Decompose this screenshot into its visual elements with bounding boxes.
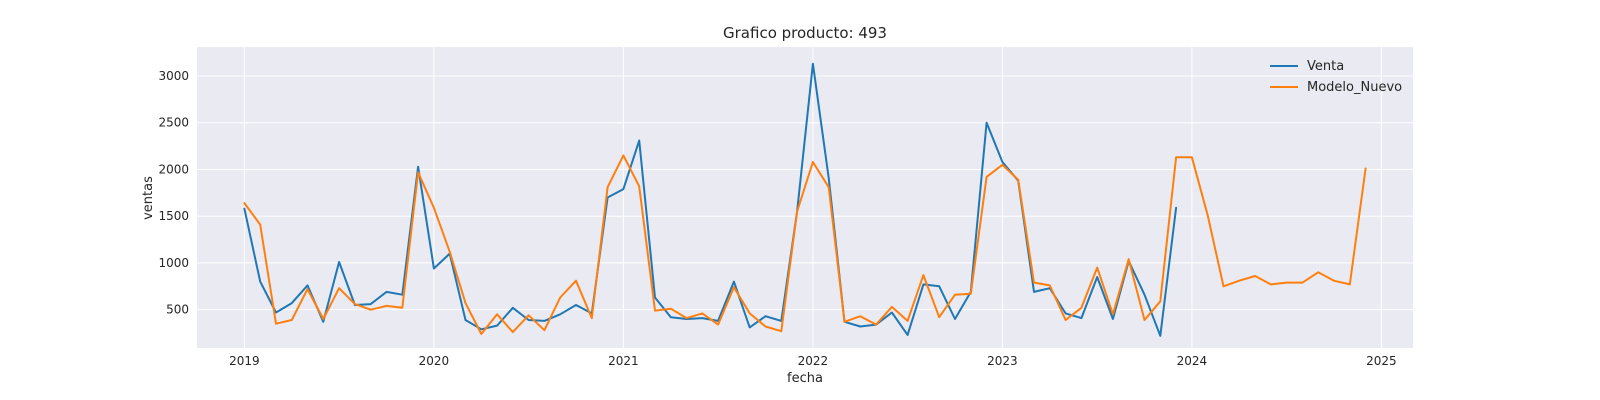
grid-layer — [197, 47, 1413, 348]
series-layer — [243, 62, 1367, 337]
legend: Venta Modelo_Nuevo — [1270, 59, 1402, 95]
plot-area — [197, 47, 1413, 348]
x-tick-label: 2019 — [229, 354, 260, 368]
x-axis-label: fecha — [787, 371, 823, 386]
x-tick-label: 2020 — [419, 354, 450, 368]
y-axis-label: ventas — [141, 176, 156, 220]
x-tick-label: 2023 — [987, 354, 1018, 368]
x-tick-label: 2024 — [1177, 354, 1208, 368]
y-tick-label: 2000 — [158, 162, 189, 176]
series-line-modelo-nuevo — [243, 154, 1367, 335]
chart-title: Grafico producto: 493 — [723, 24, 887, 42]
y-tick-label: 3000 — [158, 69, 189, 83]
legend-label-venta: Venta — [1307, 59, 1344, 74]
y-tick-label: 500 — [166, 303, 189, 317]
x-tick-label: 2021 — [608, 354, 639, 368]
x-tick-label: 2025 — [1366, 354, 1397, 368]
y-tick-label: 2500 — [158, 116, 189, 130]
y-tick-label: 1500 — [158, 209, 189, 223]
y-tick-label: 1000 — [158, 256, 189, 270]
x-tick-label: 2022 — [798, 354, 829, 368]
tick-layer: 2019 2020 2021 2022 2023 2024 2025 500 1000 1500 2… — [158, 69, 1396, 368]
legend-label-modelo-nuevo: Modelo_Nuevo — [1307, 80, 1402, 95]
